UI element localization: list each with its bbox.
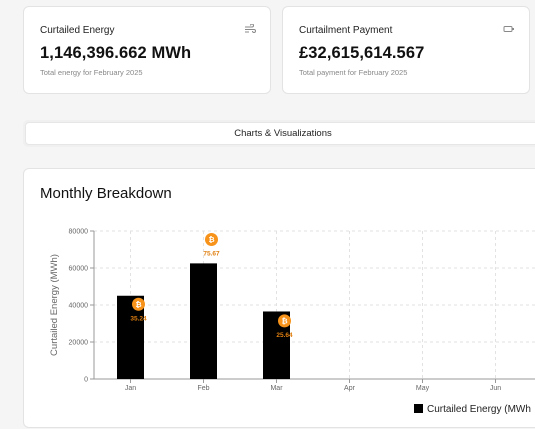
chart-title: Monthly Breakdown <box>40 185 172 202</box>
legend-swatch <box>414 404 423 413</box>
y-axis-label: Curtailed Energy (MWh) <box>49 254 60 356</box>
bitcoin-icon <box>205 233 218 246</box>
bitcoin-glyph: ₿ <box>208 235 214 244</box>
y-tick-label: 20000 <box>69 340 89 347</box>
bitcoin-icon <box>132 297 145 311</box>
y-tick-label: 80000 <box>69 229 89 236</box>
bar <box>190 263 217 379</box>
y-tick-label: 60000 <box>69 266 89 273</box>
y-tick-label: 40000 <box>69 303 89 310</box>
monthly-breakdown-card: Monthly Breakdown 0 20000 40000 60000 80000 J… <box>23 168 535 428</box>
bar-chart: 0 20000 40000 60000 80000 Jan Feb Mar Apr May Jun C… <box>49 229 535 415</box>
battery-icon <box>503 26 514 32</box>
x-tick-label: Feb <box>197 385 209 392</box>
x-tick-label: Jun <box>490 385 501 392</box>
tab-charts-visualizations[interactable]: Charts & Visualizations <box>25 122 535 145</box>
annotation-label: 25.64 <box>276 332 293 339</box>
annotation-label: 75.67 <box>203 251 220 258</box>
card-subtitle: Total payment for February 2025 <box>299 68 408 77</box>
x-tick-label: Apr <box>344 385 356 392</box>
bitcoin-icon <box>278 314 291 328</box>
tab-bar: Charts & Visualizations <box>23 120 535 147</box>
x-tick-label: Mar <box>270 385 283 392</box>
curtailment-payment-card: Curtailment Payment £32,615,614.567 Tota… <box>282 6 530 94</box>
x-tick-label: May <box>416 385 430 392</box>
card-title: Curtailed Energy <box>40 25 115 36</box>
curtailed-energy-card: Curtailed Energy 1,146,396.662 MWh Total… <box>23 6 271 94</box>
annotation-label: 35.24 <box>130 315 147 322</box>
card-value: 1,146,396.662 MWh <box>40 44 192 62</box>
bitcoin-glyph: ₿ <box>135 300 141 309</box>
bitcoin-glyph: ₿ <box>281 316 287 325</box>
card-subtitle: Total energy for February 2025 <box>40 68 143 77</box>
card-value: £32,615,614.567 <box>299 44 425 62</box>
y-tick-label: 0 <box>84 377 88 384</box>
wind-icon <box>245 24 256 33</box>
card-title: Curtailment Payment <box>299 25 393 36</box>
x-tick-label: Jan <box>125 385 136 392</box>
